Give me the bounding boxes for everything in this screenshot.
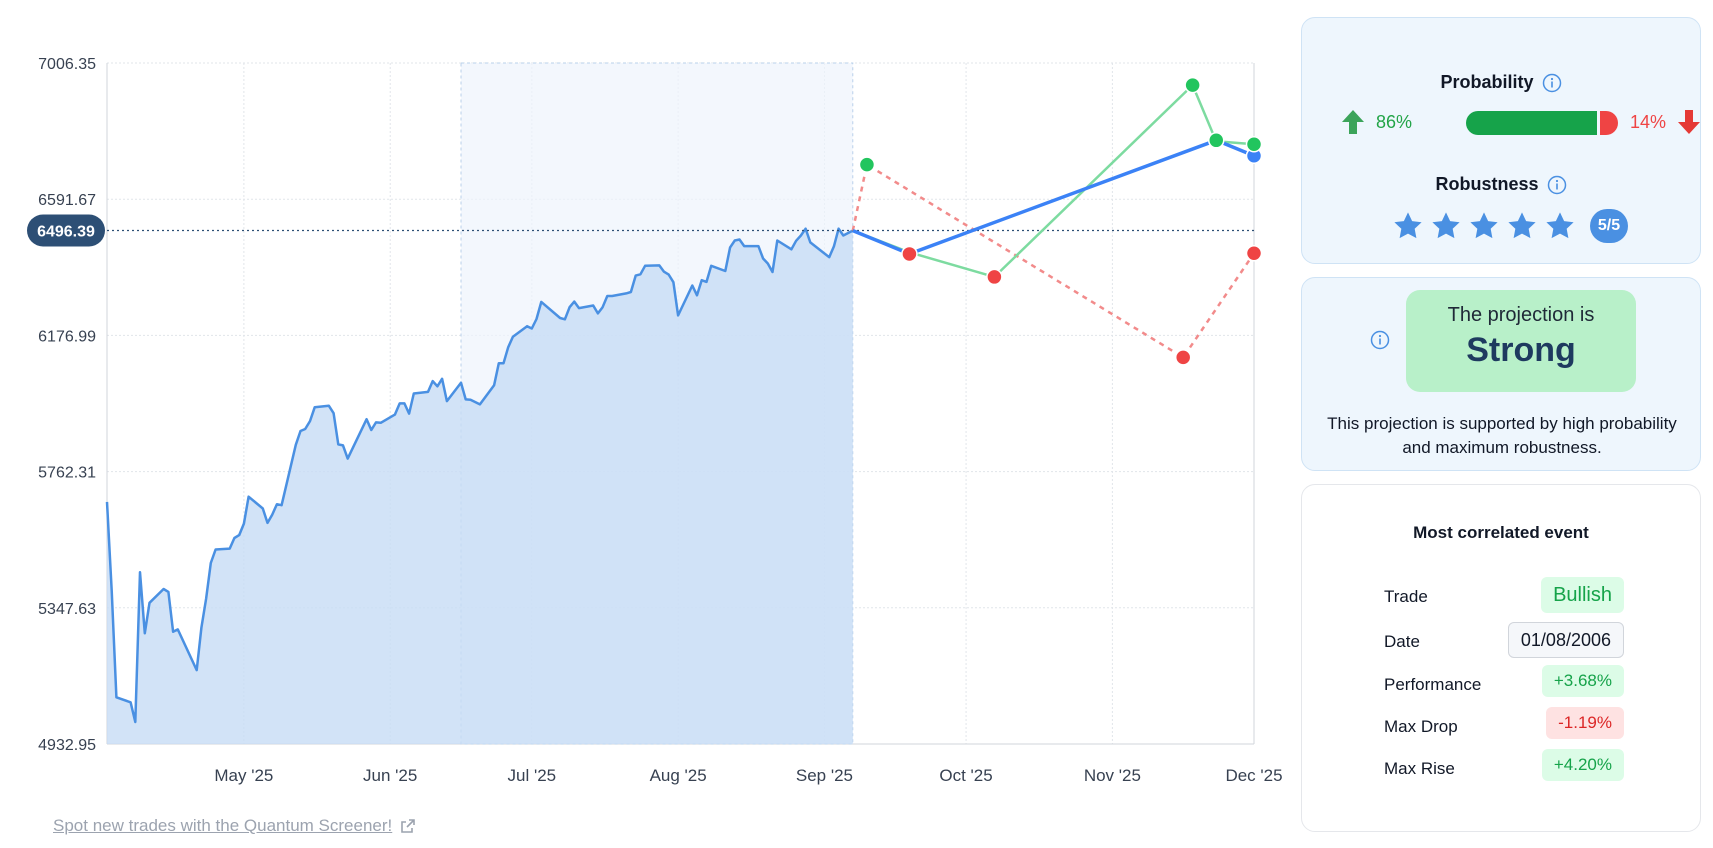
x-tick-label: Sep '25 (796, 766, 853, 785)
chart-svg: 7006.35 6591.67 6176.99 5762.31 5347.63 4932.… (27, 56, 1283, 785)
x-tick-label: Jul '25 (508, 766, 557, 785)
projection-marker (1207, 132, 1225, 149)
event-label: Max Drop (1384, 717, 1458, 736)
price-chart: 7006.35 6591.67 6176.99 5762.31 5347.63 4932.… (27, 56, 1283, 785)
projection-marker (986, 268, 1003, 286)
projection-marker (858, 156, 876, 173)
y-tick-label: 6176.99 (38, 328, 96, 345)
correlated-event-panel: Most correlated event Trade Bullish Date 01… (1301, 484, 1701, 832)
current-price-badge (27, 214, 105, 247)
probability-heading: Probability (1302, 72, 1700, 93)
projection-panel: The projection is Strong This projection… (1301, 277, 1701, 471)
projection-marker (1245, 245, 1263, 262)
event-label: Date (1384, 632, 1420, 651)
event-value: -1.19% (1546, 707, 1624, 739)
event-row-date: Date 01/08/2006 (1384, 622, 1624, 660)
x-tick-label: May '25 (214, 766, 273, 785)
star-icon (1544, 210, 1576, 242)
probability-up-value: 86% (1376, 112, 1413, 132)
y-tick-label: 5762.31 (38, 465, 96, 482)
probability-bar-up (1466, 111, 1597, 135)
info-icon[interactable] (1542, 73, 1562, 93)
projection-line1: The projection is (1447, 304, 1595, 326)
projection-marker (1245, 135, 1263, 153)
price-line (105, 227, 854, 724)
y-tick-label: 4932.95 (38, 737, 96, 754)
probability-down-value: 14% (1630, 112, 1667, 132)
projection-strength: Strong (1466, 331, 1576, 369)
event-label: Max Rise (1384, 759, 1455, 778)
price-area (107, 228, 853, 744)
x-tick-label: Nov '25 (1084, 766, 1141, 785)
projection-line-solid-blue (852, 138, 1255, 256)
event-row-performance: Performance +3.68% (1384, 665, 1624, 703)
arrow-down-icon (1676, 109, 1702, 140)
info-icon[interactable] (1370, 330, 1390, 350)
y-tick-label: 5347.63 (38, 601, 96, 618)
projection-marker (901, 245, 918, 263)
probability-bar-down (1600, 111, 1618, 135)
event-heading: Most correlated event (1302, 523, 1700, 543)
event-label: Performance (1384, 675, 1482, 694)
current-price-label: 6496.39 (37, 223, 95, 240)
star-icon (1506, 210, 1538, 242)
probability-panel: Probability 86% 14% Robustness 5/5 (1301, 17, 1701, 264)
projection-marker (1184, 76, 1201, 94)
event-value: +3.68% (1541, 665, 1624, 697)
star-icon (1392, 210, 1424, 242)
y-tick-label: 6591.67 (38, 192, 96, 209)
event-value: Bullish (1541, 577, 1624, 613)
event-title: Most correlated event (1413, 523, 1589, 542)
robustness-badge: 5/5 (1590, 209, 1628, 243)
event-row-max-drop: Max Drop -1.19% (1384, 707, 1624, 745)
projection-line-dashed-red (851, 163, 1256, 359)
probability-row: 86% 14% (1340, 106, 1700, 140)
x-tick-label: Oct '25 (939, 766, 992, 785)
quantum-screener-link[interactable]: Spot new trades with the Quantum Screene… (53, 816, 416, 836)
probability-bar (1466, 111, 1618, 135)
arrow-up-icon (1340, 109, 1366, 140)
projection-strength-box: The projection is Strong (1406, 290, 1636, 392)
event-row-max-rise: Max Rise +4.20% (1384, 749, 1624, 787)
info-icon[interactable] (1547, 175, 1567, 195)
y-tick-label: 7006.35 (38, 56, 96, 73)
robustness-heading: Robustness (1302, 174, 1700, 195)
projection-description: This projection is supported by high pro… (1327, 414, 1677, 457)
probability-title: Probability (1440, 72, 1534, 92)
event-row-trade: Trade Bullish (1384, 577, 1624, 615)
x-tick-label: Jun '25 (363, 766, 417, 785)
robustness-stars: 5/5 (1392, 209, 1628, 243)
event-label: Trade (1384, 587, 1428, 606)
screener-link-label: Spot new trades with the Quantum Screene… (53, 816, 393, 835)
event-value: 01/08/2006 (1507, 622, 1624, 658)
star-icon (1430, 210, 1462, 242)
star-icon (1468, 210, 1500, 242)
projection-marker (1174, 349, 1192, 366)
robustness-title: Robustness (1435, 174, 1539, 194)
external-link-icon (400, 818, 416, 834)
x-tick-label: Aug '25 (650, 766, 707, 785)
event-value: +4.20% (1541, 749, 1624, 781)
x-tick-label: Dec '25 (1225, 766, 1282, 785)
